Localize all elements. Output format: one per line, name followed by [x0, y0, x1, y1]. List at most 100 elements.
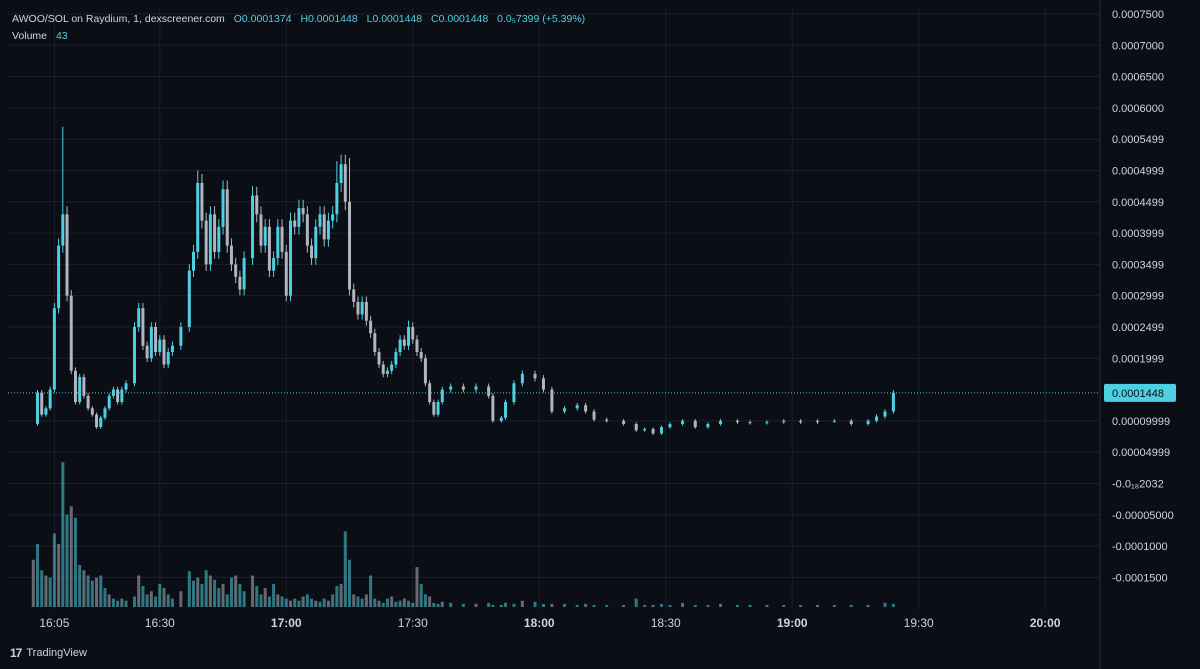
candle-body	[411, 326, 415, 340]
ohlc-high: H0.0001448	[300, 13, 358, 25]
candle-body	[504, 402, 508, 418]
volume-bar	[111, 598, 115, 607]
volume-bar	[491, 604, 495, 607]
candle-body	[432, 402, 436, 415]
volume-bar	[432, 602, 436, 607]
volume-bar	[149, 591, 153, 607]
tradingview-logo[interactable]: 17 TradingView	[10, 646, 87, 660]
time-axis[interactable]: 16:05 16:30 17:00 17:30 18:00 18:30 19:00 19:30…	[39, 616, 1060, 630]
candle-body	[381, 364, 385, 374]
candle-body	[44, 408, 48, 415]
candle-body	[267, 226, 271, 271]
y-tick-label: 0.0004499	[1112, 197, 1164, 209]
volume-bar	[499, 604, 503, 607]
volume-bar	[57, 544, 61, 607]
candle-body	[402, 339, 406, 346]
volume-bar	[213, 579, 217, 607]
candle-body	[217, 226, 221, 252]
candle-body	[82, 377, 86, 396]
volume-bar	[44, 575, 48, 607]
volume-bar	[255, 586, 259, 607]
candle-body	[849, 420, 853, 424]
candle-body	[419, 352, 423, 359]
volume-bar	[124, 600, 128, 607]
volume-bar	[592, 604, 596, 607]
volume-bar	[411, 602, 415, 607]
volume-bar	[305, 594, 309, 607]
volume-bar	[310, 598, 314, 607]
candle-body	[187, 270, 191, 327]
grid-lines	[8, 0, 1101, 669]
volume-bar	[69, 506, 73, 607]
candle-body	[326, 220, 330, 240]
volume-bar	[238, 583, 242, 607]
x-tick-label: 17:00	[271, 616, 302, 630]
x-tick-label: 16:30	[145, 616, 175, 630]
candle-body	[765, 422, 769, 424]
candle-body	[415, 339, 419, 353]
candle-body	[73, 370, 77, 403]
candle-body	[95, 414, 99, 428]
volume-bar	[816, 604, 820, 607]
candlestick-series	[36, 126, 895, 435]
candle-body	[735, 420, 739, 423]
candle-body	[137, 308, 141, 327]
x-tick-label: 17:30	[398, 616, 428, 630]
volume-bar	[419, 583, 423, 607]
volume-bar	[575, 604, 579, 607]
volume-bar	[799, 604, 803, 607]
volume-bar	[103, 588, 107, 607]
candle-body	[86, 395, 90, 409]
volume-bar	[461, 603, 465, 607]
volume-value: 43	[55, 30, 68, 42]
candle-body	[132, 326, 136, 384]
candle-body	[423, 358, 427, 384]
candle-body	[512, 383, 516, 403]
candle-body	[288, 220, 292, 296]
volume-bar	[95, 577, 99, 607]
volume-bar	[272, 583, 276, 607]
symbol-label[interactable]: AWOO/SOL on Raydium, 1, dexscreener.com	[12, 13, 225, 25]
candle-body	[816, 420, 820, 423]
candle-body	[605, 419, 609, 421]
candle-body	[520, 373, 524, 384]
candle-body	[331, 214, 335, 221]
candle-body	[364, 301, 368, 321]
candle-body	[373, 333, 377, 353]
candle-body	[541, 378, 545, 390]
volume-bar	[99, 575, 103, 607]
volume-bar	[504, 602, 508, 607]
volume-bar	[377, 600, 381, 607]
y-tick-label: -0.0₁₈2032	[1112, 478, 1164, 490]
y-tick-label: 0.0004999	[1112, 165, 1164, 177]
ohlc-change: 0.0₅7399 (+5.39%)	[497, 13, 586, 25]
volume-bar	[229, 577, 233, 607]
candle-body	[474, 386, 478, 390]
volume-bar	[276, 594, 280, 607]
candle-body	[369, 320, 373, 334]
candle-body	[449, 386, 453, 390]
volume-bar	[225, 594, 229, 607]
volume-bar	[693, 604, 697, 607]
x-tick-label: 16:05	[39, 616, 69, 630]
candle-body	[120, 389, 124, 403]
volume-bar	[293, 598, 297, 607]
volume-bar	[297, 600, 301, 607]
volume-bar	[288, 600, 292, 607]
volume-bar	[849, 604, 853, 607]
candle-body	[318, 214, 322, 227]
candle-body	[782, 420, 786, 423]
volume-bar	[65, 514, 69, 607]
volume-bar	[533, 601, 537, 607]
volume-bar	[263, 588, 267, 607]
candle-body	[584, 405, 588, 412]
volume-bar	[681, 602, 685, 607]
candle-body	[634, 423, 638, 431]
volume-label[interactable]: Volume	[12, 30, 48, 42]
price-axis[interactable]: 0.0007500 0.0007000 0.0006500 0.0006000 0.00…	[1112, 9, 1174, 584]
candle-body	[748, 422, 752, 424]
y-tick-label: -0.00005000	[1112, 510, 1174, 522]
candle-body	[297, 208, 301, 227]
candle-body	[651, 429, 655, 434]
